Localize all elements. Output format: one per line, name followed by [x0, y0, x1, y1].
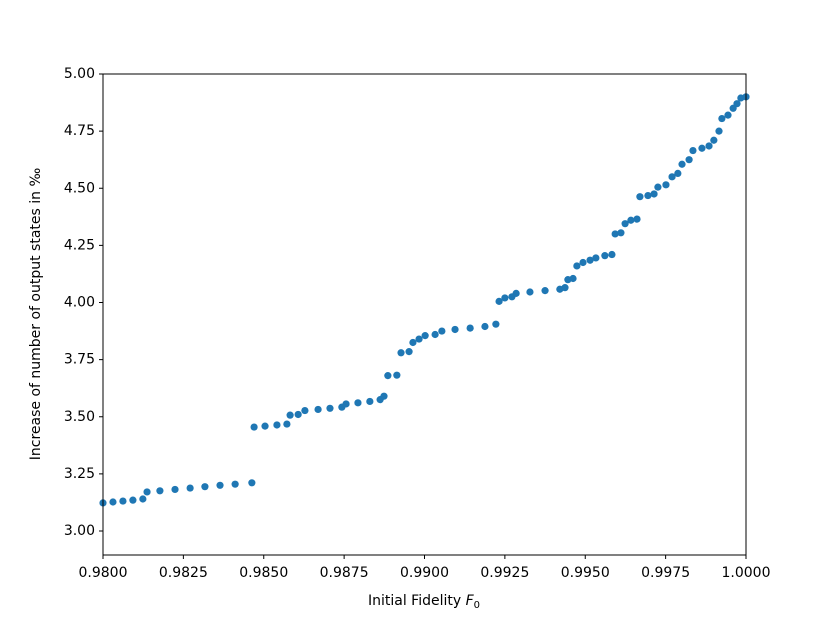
point: [492, 320, 500, 328]
point: [421, 332, 429, 340]
point: [354, 399, 362, 407]
y-tick-label: 3.75: [64, 352, 95, 368]
point: [451, 325, 459, 334]
y-tick-label: 3.50: [64, 409, 95, 425]
x-label-text: Initial Fidelity: [368, 593, 461, 609]
point: [668, 173, 676, 181]
point: [273, 421, 281, 429]
point: [579, 258, 587, 267]
point: [261, 422, 269, 430]
point: [617, 229, 625, 237]
point: [715, 127, 723, 135]
y-tick-label: 4.00: [64, 295, 95, 311]
point: [685, 156, 693, 164]
point: [662, 181, 670, 189]
point: [283, 420, 291, 428]
point: [621, 220, 629, 228]
x-tick-label: 1.0000: [722, 565, 771, 581]
point: [495, 297, 503, 305]
point: [171, 485, 179, 494]
y-tick-label: 5.00: [64, 66, 95, 82]
y-tick-label: 3.00: [64, 523, 95, 539]
point: [689, 146, 697, 155]
point: [592, 254, 600, 262]
point: [512, 289, 520, 297]
y-tick-label: 4.50: [64, 180, 95, 196]
point: [644, 191, 652, 200]
point: [201, 483, 209, 491]
point: [186, 484, 194, 492]
point: [710, 136, 718, 144]
point: [541, 287, 549, 295]
point: [466, 324, 474, 332]
point: [119, 497, 127, 505]
point: [431, 330, 439, 339]
plot-frame: [102, 73, 747, 556]
point: [380, 392, 388, 400]
point: [393, 371, 401, 379]
x-tick-label: 0.9875: [320, 565, 369, 581]
x-label-subscript: 0: [474, 600, 480, 611]
point: [608, 250, 616, 259]
point: [294, 410, 302, 419]
point: [526, 288, 534, 296]
x-axis-label: Initial Fidelity F0: [368, 593, 480, 611]
point: [301, 406, 309, 415]
point: [314, 405, 322, 414]
y-axis-label: Increase of number of output states in ‰: [28, 168, 44, 461]
x-tick-label: 0.9800: [79, 565, 128, 581]
point: [326, 404, 334, 412]
point: [129, 496, 137, 504]
point: [733, 100, 741, 108]
x-tick-label: 0.9925: [480, 565, 529, 581]
point: [698, 144, 706, 152]
point: [384, 372, 392, 380]
point: [611, 230, 619, 238]
point: [569, 274, 577, 283]
point: [636, 193, 644, 201]
point: [678, 160, 686, 168]
point: [250, 423, 258, 431]
point: [650, 190, 658, 198]
point: [248, 479, 256, 487]
point: [231, 480, 239, 488]
point: [674, 169, 682, 177]
point: [627, 216, 635, 224]
point: [139, 495, 147, 503]
point: [601, 252, 609, 260]
point: [438, 327, 446, 335]
x-tick-label: 0.9850: [239, 565, 288, 581]
x-tick-label: 0.9900: [400, 565, 449, 581]
x-tick-label: 0.9950: [561, 565, 610, 581]
y-tick-label: 4.25: [64, 237, 95, 253]
point: [397, 349, 405, 357]
point: [501, 294, 509, 302]
x-tick-label: 0.9975: [641, 565, 690, 581]
point: [573, 262, 581, 270]
point: [561, 284, 569, 292]
point: [481, 322, 489, 331]
y-tick-label: 4.75: [64, 123, 95, 139]
point: [654, 183, 662, 191]
point: [586, 256, 594, 264]
point: [724, 111, 732, 119]
point: [286, 411, 294, 419]
x-tick-label: 0.9825: [159, 565, 208, 581]
y-tick-label: 3.25: [64, 466, 95, 482]
point: [633, 215, 641, 223]
point: [415, 335, 423, 343]
point: [409, 338, 417, 347]
point: [342, 400, 350, 408]
point: [216, 481, 224, 489]
point: [705, 142, 713, 150]
point: [718, 114, 726, 123]
x-label-symbol: F: [466, 593, 475, 609]
point: [366, 397, 374, 406]
point: [156, 487, 164, 495]
point: [405, 348, 413, 356]
point: [109, 498, 117, 506]
point: [143, 488, 151, 496]
